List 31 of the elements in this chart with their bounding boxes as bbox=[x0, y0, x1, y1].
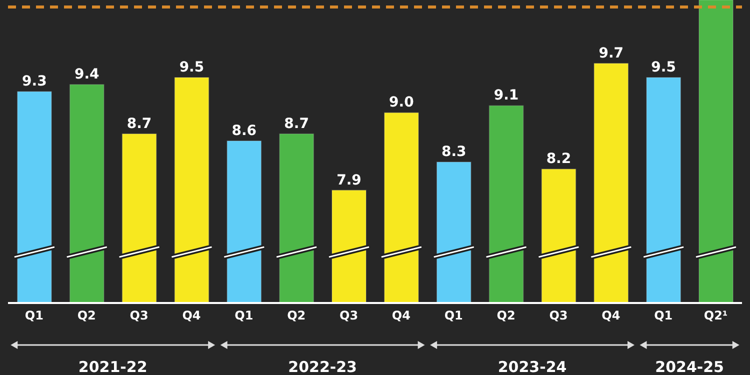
x-tick-label: Q4 bbox=[392, 308, 410, 323]
x-tick-label: Q1 bbox=[654, 308, 673, 323]
text: 2023-24 bbox=[498, 358, 567, 375]
data-label: 9.0 bbox=[389, 94, 414, 111]
data-label: 7.9 bbox=[336, 172, 362, 188]
data-label: 9.7 bbox=[598, 45, 624, 62]
x-tick-label: Q1 bbox=[24, 308, 44, 323]
text: 2024-25 bbox=[655, 358, 724, 375]
data-label: 8.6 bbox=[232, 122, 257, 139]
data-label: 9.4 bbox=[74, 66, 100, 83]
x-tick-label: Q3 bbox=[549, 308, 568, 323]
data-label: 9.5 bbox=[179, 60, 204, 76]
x-tick-label: Q1 bbox=[444, 308, 463, 323]
x-tick-label: Q3 bbox=[130, 308, 148, 323]
x-tick-label: Q2¹ bbox=[704, 308, 728, 323]
x-tick-label: Q4 bbox=[182, 308, 201, 323]
data-label: 8.2 bbox=[546, 151, 572, 168]
x-tick-label: Q2 bbox=[496, 308, 516, 323]
data-label: 9.3 bbox=[22, 74, 47, 90]
x-tick-label: Q1 bbox=[234, 308, 254, 323]
data-label: 8.7 bbox=[126, 116, 152, 132]
text: 2022-23 bbox=[288, 358, 357, 375]
data-label: 9.5 bbox=[651, 60, 676, 76]
text: 2021-22 bbox=[78, 358, 148, 375]
data-label: 8.3 bbox=[441, 144, 466, 160]
data-label: 8.7 bbox=[284, 116, 309, 132]
x-tick-label: Q4 bbox=[602, 308, 620, 323]
x-tick-label: Q2 bbox=[77, 308, 96, 323]
x-tick-label: Q2 bbox=[287, 308, 306, 323]
x-tick-label: Q3 bbox=[340, 308, 358, 323]
data-label: 9.1 bbox=[494, 88, 519, 104]
